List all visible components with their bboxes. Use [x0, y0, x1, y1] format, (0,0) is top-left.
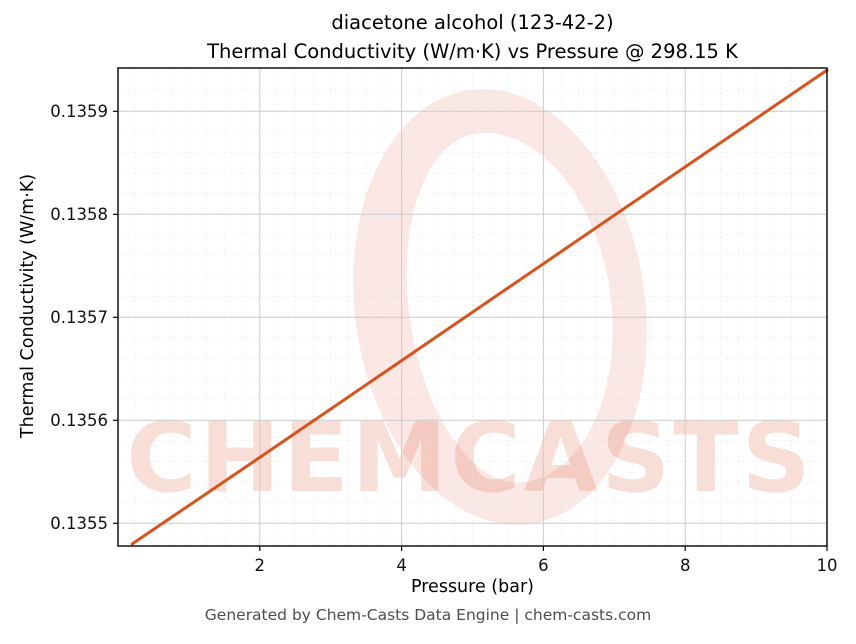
tick-marks	[113, 110, 828, 551]
x-tick-label: 8	[680, 556, 691, 575]
y-tick-label: 0.1357	[50, 308, 108, 327]
footer-credit: Generated by Chem-Casts Data Engine | ch…	[204, 606, 652, 624]
grid-major	[118, 68, 828, 546]
axes-border	[117, 67, 828, 547]
y-tick-label: 0.1356	[50, 411, 108, 430]
y-axis-label: Thermal Conductivity (W/m·K)	[18, 173, 38, 439]
chart-title: diacetone alcohol (123-42-2) Thermal Con…	[118, 8, 827, 66]
x-axis-label: Pressure (bar)	[411, 577, 534, 597]
data-line	[130, 68, 829, 546]
grid-minor	[118, 68, 827, 546]
chart-title-line2: Thermal Conductivity (W/m·K) vs Pressure…	[207, 40, 738, 63]
x-tick-label: 10	[817, 556, 838, 575]
y-tick-label: 0.1358	[50, 205, 108, 224]
watermark-text: CHEMCASTS	[126, 402, 814, 514]
x-tick-label: 6	[538, 556, 549, 575]
y-tick-label: 0.1355	[50, 514, 108, 533]
chart-title-line1: diacetone alcohol (123-42-2)	[331, 11, 614, 34]
y-tick-label: 0.1359	[50, 102, 108, 121]
x-tick-label: 2	[255, 556, 266, 575]
x-tick-label: 4	[396, 556, 407, 575]
